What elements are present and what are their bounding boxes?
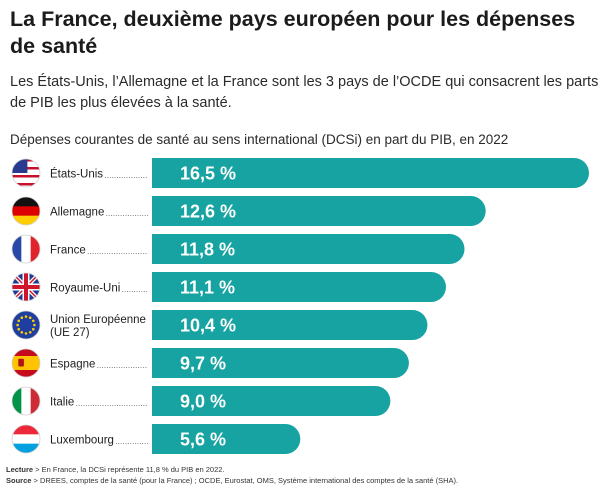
category-label: France <box>50 245 86 257</box>
category-label: (UE 27) <box>50 327 90 339</box>
bar <box>152 424 301 454</box>
de-flag-icon <box>11 196 41 226</box>
bar-left-edge <box>152 424 167 454</box>
bar <box>152 196 486 226</box>
value-label: 9,0 % <box>180 392 226 412</box>
reading-note-text: > En France, la DCSi représente 11,8 % d… <box>33 465 225 474</box>
source-note: Source > DREES, comptes de la santé (pou… <box>6 476 601 486</box>
value-label: 12,6 % <box>180 202 236 222</box>
bar <box>152 310 428 340</box>
category-label: Allemagne <box>50 207 104 219</box>
bar-chart: États-Unis 16,5 % Allemagne 12,6 % France 11,… <box>11 158 589 454</box>
bar <box>152 158 589 188</box>
value-label: 11,1 % <box>180 278 235 298</box>
bar <box>152 348 409 378</box>
bar-row: Italie 9,0 % <box>11 386 391 416</box>
bar-left-edge <box>152 310 167 340</box>
eu-flag-icon <box>11 310 41 340</box>
value-label: 9,7 % <box>180 354 226 374</box>
page-subtitle: Les États-Unis, l’Allemagne et la France… <box>10 74 599 111</box>
value-label: 16,5 % <box>180 164 236 184</box>
category-label: Union Européenne <box>50 314 146 326</box>
chart-title: Dépenses courantes de santé au sens inte… <box>10 132 509 147</box>
category-label: Espagne <box>50 359 95 371</box>
bar-left-edge <box>152 386 167 416</box>
bar-row: États-Unis 16,5 % <box>11 158 589 188</box>
bar-left-edge <box>152 158 167 188</box>
bar-row: Allemagne 12,6 % <box>11 196 486 226</box>
bar-left-edge <box>152 348 167 378</box>
category-label: Royaume-Uni <box>50 283 120 295</box>
bar-row: Royaume-Uni 11,1 % <box>11 272 446 302</box>
value-label: 5,6 % <box>180 430 226 450</box>
bar-left-edge <box>152 234 167 264</box>
category-label: Luxembourg <box>50 435 114 447</box>
value-label: 11,8 % <box>180 240 235 260</box>
category-label: Italie <box>50 397 74 409</box>
category-label: États-Unis <box>50 168 103 181</box>
lu-flag-icon <box>11 424 41 454</box>
bar <box>152 272 446 302</box>
es-flag-icon <box>11 348 41 378</box>
page-title: La France, deuxième pays européen pour l… <box>10 7 576 58</box>
reading-note: Lecture > En France, la DCSi représente … <box>6 465 601 475</box>
bar <box>152 234 465 264</box>
bar-left-edge <box>152 272 167 302</box>
bar-row: Luxembourg 5,6 % <box>11 424 301 454</box>
uk-flag-icon <box>11 272 41 302</box>
source-note-label: Source <box>6 476 32 485</box>
us-flag-icon <box>11 158 41 188</box>
bar <box>152 386 391 416</box>
it-flag-icon <box>11 386 41 416</box>
source-note-text: > DREES, comptes de la santé (pour la Fr… <box>31 476 459 485</box>
value-label: 10,4 % <box>180 316 236 336</box>
bar-row: France 11,8 % <box>11 234 465 264</box>
fr-flag-icon <box>11 234 41 264</box>
reading-note-label: Lecture <box>6 465 34 474</box>
bar-row: Espagne 9,7 % <box>11 348 409 378</box>
bar-row: Union Européenne(UE 27) 10,4 % <box>11 310 428 340</box>
bar-left-edge <box>152 196 167 226</box>
